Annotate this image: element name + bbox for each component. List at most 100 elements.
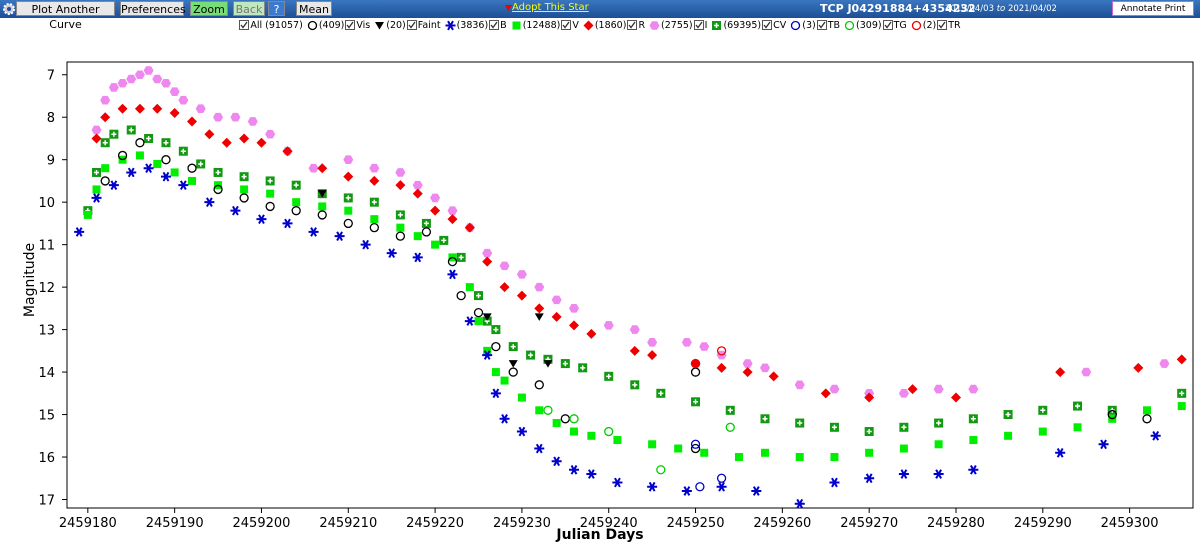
checkbox[interactable] — [937, 20, 948, 30]
checkbox[interactable] — [345, 20, 356, 30]
marker — [1177, 388, 1187, 398]
marker — [447, 214, 458, 225]
marker — [911, 20, 921, 30]
marker — [447, 206, 458, 215]
checkbox[interactable] — [406, 20, 417, 30]
checkbox[interactable] — [762, 20, 773, 30]
marker — [1142, 406, 1151, 415]
legend-item[interactable]: (3) TB — [790, 20, 840, 31]
marker — [474, 291, 484, 301]
checkbox[interactable] — [816, 20, 827, 30]
legend-label: CV — [773, 19, 787, 31]
marker — [907, 384, 918, 395]
marker — [491, 325, 501, 335]
marker — [318, 202, 327, 211]
button[interactable]: Zoom — [190, 1, 228, 16]
marker — [239, 133, 250, 144]
checkbox[interactable] — [627, 20, 638, 30]
plot-area — [74, 66, 1187, 509]
marker — [898, 469, 909, 479]
button[interactable]: Mean — [296, 1, 332, 16]
marker — [100, 176, 110, 186]
marker — [307, 20, 317, 30]
marker — [647, 338, 658, 347]
marker-cross — [397, 212, 403, 218]
marker — [968, 384, 979, 394]
legend: All (91057) (409) Vis (20) Faint (3836) B (124… — [0, 18, 1200, 32]
plot-frame — [66, 61, 1194, 509]
legend-item[interactable]: (12488) V — [511, 20, 579, 31]
x-tick-label: 2459220 — [406, 516, 464, 531]
checkbox[interactable] — [693, 20, 704, 30]
marker — [169, 107, 180, 118]
button[interactable]: Annotate Print — [1112, 1, 1194, 16]
marker — [1073, 423, 1082, 432]
marker — [282, 146, 293, 157]
checkbox[interactable] — [489, 20, 500, 30]
marker — [108, 83, 119, 92]
marker — [534, 303, 545, 314]
marker — [690, 358, 701, 369]
marker — [681, 338, 692, 347]
legend-item[interactable]: (20) Faint — [374, 20, 441, 31]
legend-item[interactable]: All (91057) — [239, 20, 303, 31]
legend-item[interactable]: (3836) B — [445, 20, 507, 31]
marker — [239, 172, 249, 182]
marker-cross — [762, 416, 768, 422]
legend-symbol — [649, 20, 660, 30]
legend-item[interactable]: (409) Vis — [307, 20, 370, 31]
marker — [630, 380, 640, 390]
checkbox-check — [763, 21, 771, 29]
marker-cross — [970, 416, 976, 422]
x-tick-label: 2459240 — [580, 516, 638, 531]
legend-item[interactable]: (69395) CV — [711, 20, 786, 31]
marker — [178, 180, 189, 191]
checkbox[interactable] — [239, 20, 250, 30]
legend-item[interactable]: (1860) R — [583, 20, 645, 31]
marker — [188, 176, 197, 185]
marker — [230, 205, 241, 216]
gear-icon[interactable] — [2, 2, 16, 16]
button[interactable]: ? — [268, 1, 285, 16]
marker — [712, 20, 722, 30]
marker — [292, 198, 301, 207]
marker — [369, 175, 380, 186]
marker — [490, 388, 501, 399]
marker — [604, 426, 614, 437]
marker-cross — [215, 169, 221, 175]
marker-cross — [866, 429, 872, 435]
legend-item[interactable]: (2755) I — [649, 20, 707, 31]
marker-cross — [241, 174, 247, 180]
marker — [108, 180, 119, 191]
legend-item[interactable]: (309) TG — [844, 20, 907, 31]
button[interactable]: Preferences — [120, 1, 186, 16]
marker — [456, 290, 466, 301]
checkbox-box — [937, 20, 948, 30]
button[interactable]: Plot Another Curve — [16, 1, 115, 31]
adopt-link[interactable]: Adopt This Star — [512, 2, 589, 13]
marker — [820, 388, 831, 399]
marker — [695, 482, 705, 492]
button[interactable]: Back — [233, 1, 265, 16]
legend-item[interactable]: (2) TR — [911, 20, 961, 31]
checkbox[interactable] — [882, 20, 893, 30]
marker — [161, 155, 171, 165]
marker — [759, 363, 770, 373]
marker — [213, 112, 224, 122]
legend-count: (409) — [318, 19, 345, 31]
marker — [742, 367, 753, 378]
marker — [74, 227, 85, 237]
marker — [950, 392, 961, 403]
marker — [629, 325, 640, 334]
marker-cross — [1005, 412, 1011, 418]
marker-cross — [198, 161, 204, 167]
marker — [464, 222, 475, 233]
marker-cross — [510, 344, 516, 350]
marker — [91, 133, 102, 144]
checkbox-check — [628, 21, 636, 29]
marker-cross — [693, 399, 699, 405]
marker — [690, 358, 701, 369]
marker — [690, 439, 701, 449]
x-tick-label: 2459270 — [840, 516, 898, 531]
checkbox[interactable] — [561, 20, 572, 30]
